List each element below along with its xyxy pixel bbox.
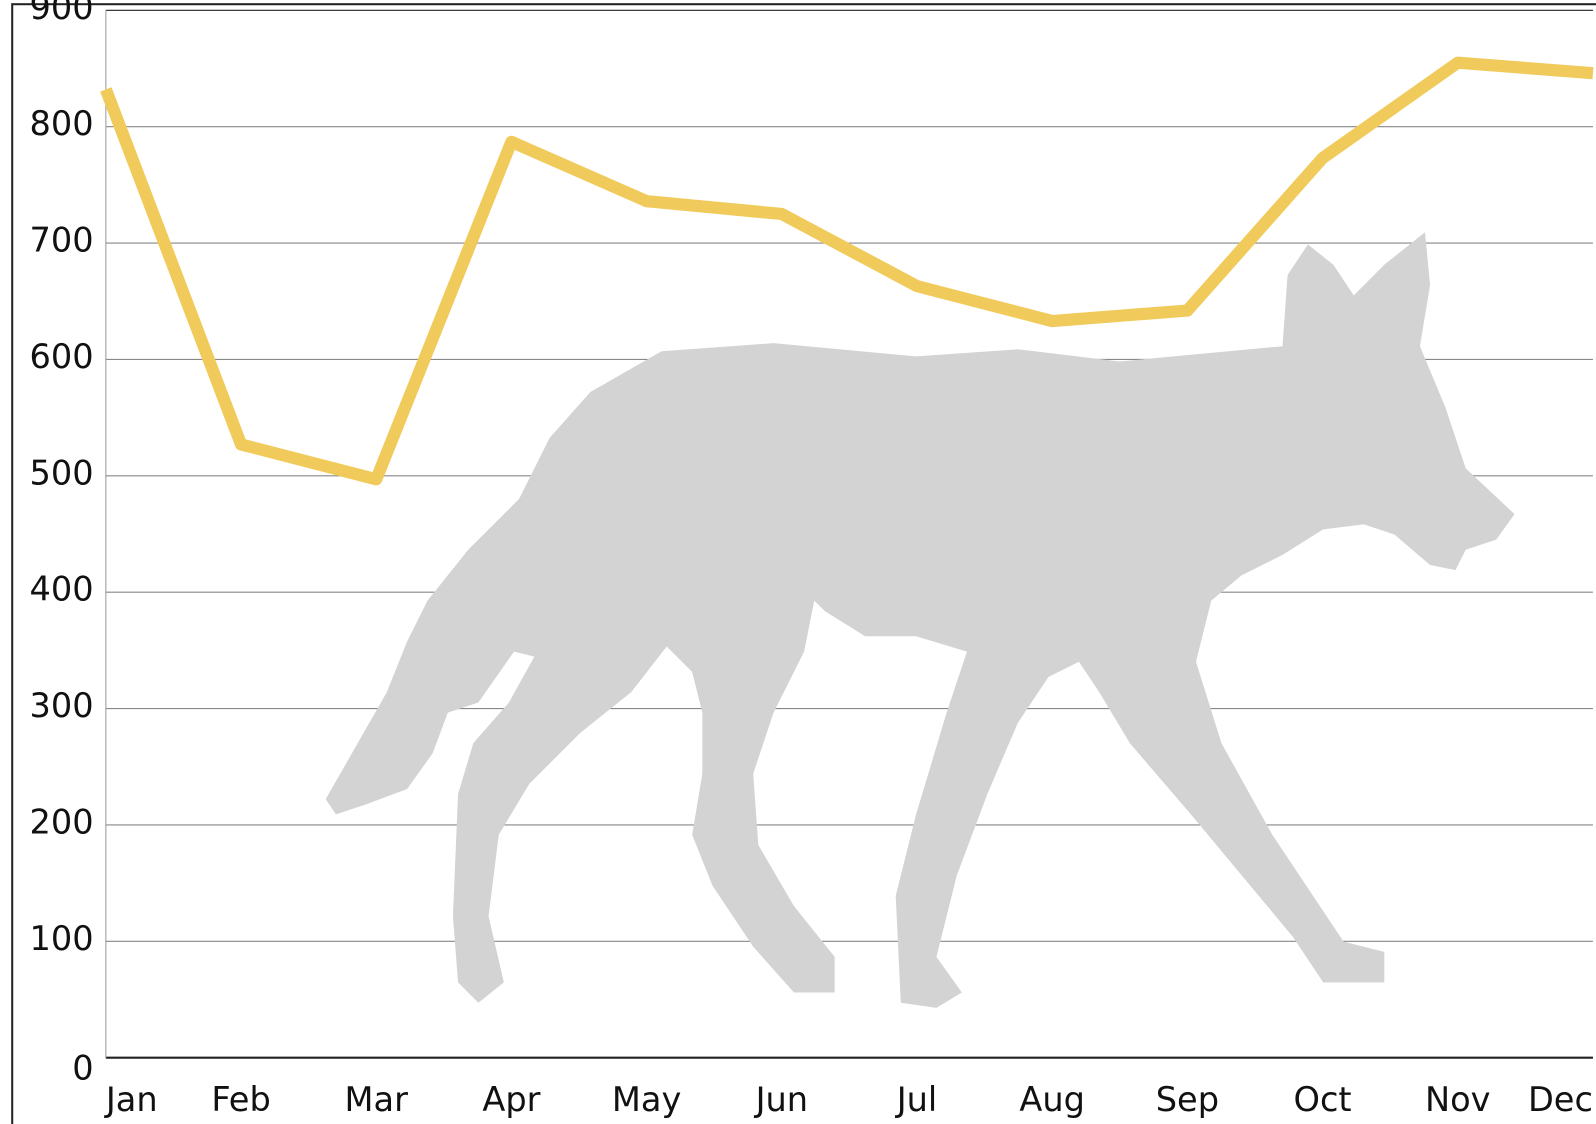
x-tick-label: Aug	[1019, 1080, 1085, 1119]
x-tick-label: Feb	[211, 1080, 270, 1119]
x-tick-label: Oct	[1294, 1080, 1352, 1119]
page: {"chart_data": {"type": "line", "categor…	[0, 0, 1596, 1124]
x-tick-label: Dec	[1528, 1080, 1593, 1119]
x-tick-label: Jun	[754, 1080, 808, 1119]
y-tick-label: 300	[30, 686, 94, 725]
y-tick-label: 600	[30, 337, 94, 376]
y-tick-label: 200	[30, 802, 94, 841]
x-tick-label: Mar	[345, 1080, 409, 1119]
y-tick-label: 700	[30, 221, 94, 260]
x-tick-label: Sep	[1156, 1080, 1219, 1119]
x-tick-label: Jan	[104, 1080, 158, 1119]
x-tick-label: May	[612, 1080, 681, 1119]
y-tick-label: 100	[30, 919, 94, 958]
x-tick-label: Nov	[1425, 1080, 1491, 1119]
coyote-silhouette	[326, 232, 1515, 1008]
x-tick-label: Jul	[895, 1080, 938, 1119]
y-tick-label: 0	[72, 1048, 93, 1087]
y-tick-label: 900	[30, 0, 94, 27]
x-tick-label: Apr	[482, 1080, 540, 1119]
y-tick-label: 800	[30, 104, 94, 143]
y-tick-label: 400	[30, 570, 94, 609]
y-tick-label: 500	[30, 453, 94, 492]
chart: 0 100 200 300 400 500 600 700 800 900 Jan Feb Mar Apr…	[0, 0, 1596, 1124]
